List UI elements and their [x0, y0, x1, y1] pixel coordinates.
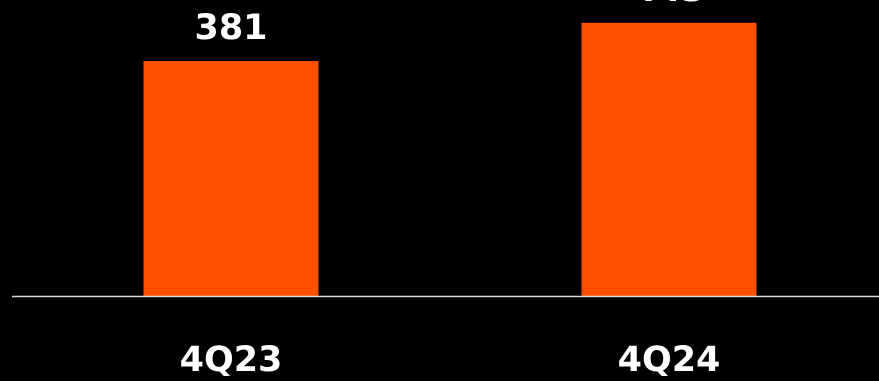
bar-4q24	[581, 22, 757, 297]
x-tick-label-4q24: 4Q24	[618, 340, 721, 380]
bar-4q23	[143, 61, 319, 296]
data-label-4q23: 381	[194, 8, 267, 48]
x-tick-label-4q23: 4Q23	[180, 340, 283, 380]
data-label-4q24: 443	[632, 0, 705, 10]
